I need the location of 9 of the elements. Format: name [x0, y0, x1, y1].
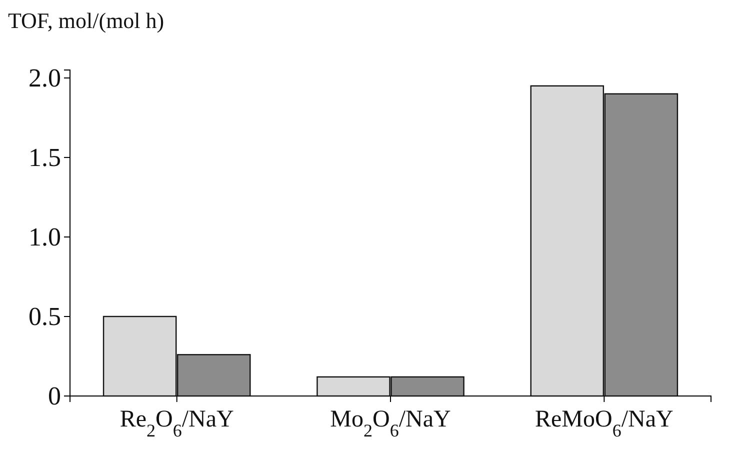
x-tick-label: ReMoO$_{6}$/NaY	[535, 406, 674, 441]
y-tick-label: 1.5	[28, 142, 61, 172]
x-tick-label: Mo$_{2}$O$_{6}$/NaY	[330, 406, 451, 441]
y-tick-label: 0.5	[28, 302, 61, 331]
y-tick-label: 2.0	[28, 63, 61, 92]
y-axis-title: TOF, mol/(mol h)	[8, 8, 164, 33]
y-tick-label: 1.0	[28, 222, 61, 252]
x-tick-label: Re$_{2}$O$_{6}$/NaY	[120, 406, 234, 441]
y-tick-label: 0	[48, 381, 61, 410]
